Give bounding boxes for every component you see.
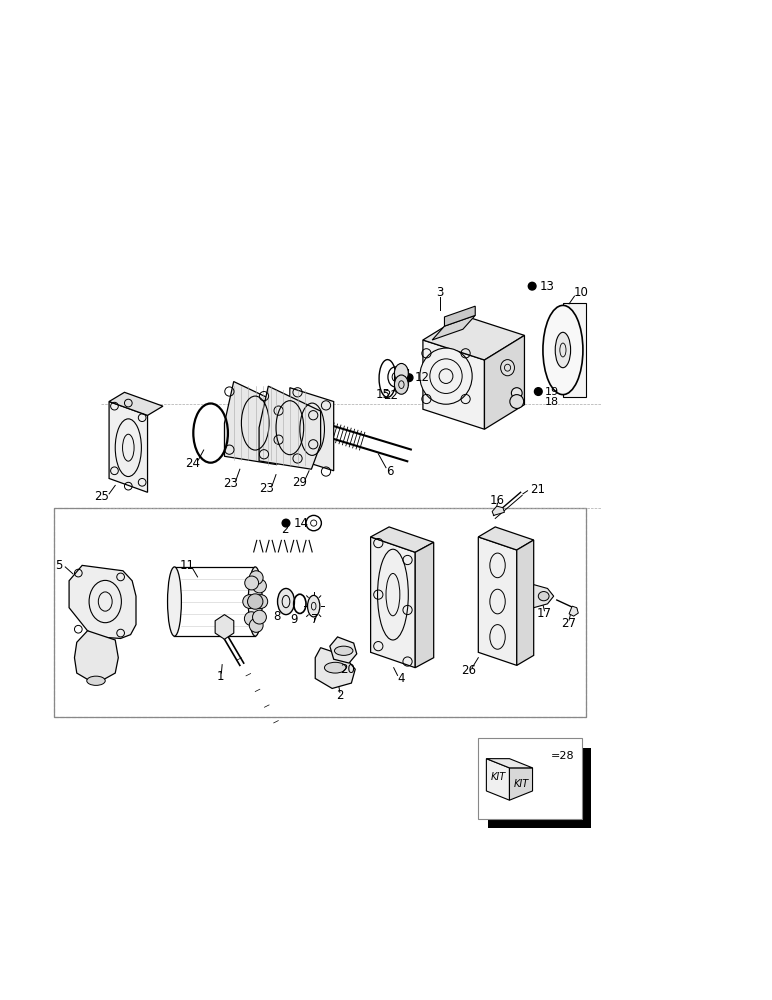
Polygon shape <box>485 335 524 429</box>
Polygon shape <box>486 759 510 800</box>
Circle shape <box>511 388 522 398</box>
Polygon shape <box>510 768 533 800</box>
Polygon shape <box>516 540 533 665</box>
Polygon shape <box>109 392 163 415</box>
Polygon shape <box>330 637 357 663</box>
Text: 27: 27 <box>561 617 577 630</box>
Circle shape <box>282 519 290 527</box>
Polygon shape <box>371 537 415 668</box>
Text: 2: 2 <box>336 689 344 702</box>
Ellipse shape <box>86 676 105 685</box>
Polygon shape <box>445 306 476 326</box>
Bar <box>479 738 582 819</box>
Ellipse shape <box>334 646 353 655</box>
Polygon shape <box>259 386 320 469</box>
Ellipse shape <box>394 375 408 394</box>
Text: 19: 19 <box>544 387 559 397</box>
Text: 3: 3 <box>436 286 444 299</box>
Ellipse shape <box>168 567 181 636</box>
Circle shape <box>254 595 268 608</box>
Text: 24: 24 <box>185 457 200 470</box>
Text: 18: 18 <box>544 397 559 407</box>
Polygon shape <box>415 542 434 668</box>
Text: 1: 1 <box>217 670 225 683</box>
Text: 26: 26 <box>462 664 476 677</box>
Polygon shape <box>432 315 476 340</box>
Circle shape <box>252 610 266 624</box>
Ellipse shape <box>394 363 408 383</box>
Polygon shape <box>215 615 234 639</box>
Circle shape <box>249 618 263 632</box>
Polygon shape <box>563 303 586 397</box>
Ellipse shape <box>500 360 514 376</box>
Polygon shape <box>290 388 334 471</box>
Polygon shape <box>569 606 578 616</box>
Text: 14: 14 <box>293 517 309 530</box>
Text: 25: 25 <box>94 490 109 503</box>
Circle shape <box>510 395 523 408</box>
Polygon shape <box>533 585 554 608</box>
Text: 17: 17 <box>537 607 552 620</box>
Circle shape <box>245 612 259 626</box>
Polygon shape <box>493 506 504 515</box>
Circle shape <box>539 752 547 760</box>
Circle shape <box>534 388 542 395</box>
Text: 20: 20 <box>340 663 355 676</box>
Polygon shape <box>479 527 533 550</box>
Text: =28: =28 <box>551 751 574 761</box>
Circle shape <box>528 282 536 290</box>
Text: 4: 4 <box>398 672 405 685</box>
Text: 21: 21 <box>530 483 546 496</box>
Ellipse shape <box>307 595 320 617</box>
Polygon shape <box>109 402 147 492</box>
Polygon shape <box>315 648 355 688</box>
Text: 7: 7 <box>311 613 319 626</box>
Ellipse shape <box>420 348 472 404</box>
Ellipse shape <box>555 332 571 368</box>
Text: 6: 6 <box>386 465 394 478</box>
Polygon shape <box>74 631 118 681</box>
Text: 16: 16 <box>490 494 505 507</box>
Text: 23: 23 <box>259 482 274 495</box>
Text: 22: 22 <box>383 389 398 402</box>
Circle shape <box>252 579 266 593</box>
Text: 23: 23 <box>223 477 238 490</box>
Polygon shape <box>486 759 533 768</box>
Text: 15: 15 <box>375 388 391 401</box>
Text: 9: 9 <box>290 613 297 626</box>
Bar <box>488 748 591 828</box>
Polygon shape <box>479 537 516 665</box>
Circle shape <box>245 576 259 590</box>
Text: 10: 10 <box>573 286 588 299</box>
Text: 29: 29 <box>293 476 307 489</box>
Circle shape <box>405 374 413 382</box>
Text: KIT: KIT <box>490 772 506 782</box>
Ellipse shape <box>538 592 549 601</box>
Text: 2: 2 <box>281 523 288 536</box>
Ellipse shape <box>249 567 262 636</box>
Polygon shape <box>225 382 286 465</box>
Text: 13: 13 <box>540 280 555 293</box>
Text: 8: 8 <box>273 610 280 623</box>
Polygon shape <box>371 527 434 552</box>
Polygon shape <box>423 340 485 429</box>
Ellipse shape <box>278 588 294 615</box>
Text: 5: 5 <box>56 559 63 572</box>
Text: KIT: KIT <box>513 779 529 789</box>
Text: 12: 12 <box>415 371 429 384</box>
Ellipse shape <box>324 662 346 673</box>
Circle shape <box>249 571 263 585</box>
Ellipse shape <box>543 305 583 395</box>
Circle shape <box>242 595 256 608</box>
Circle shape <box>248 594 263 609</box>
Polygon shape <box>69 565 136 638</box>
Text: 11: 11 <box>180 559 195 572</box>
Polygon shape <box>423 315 524 360</box>
